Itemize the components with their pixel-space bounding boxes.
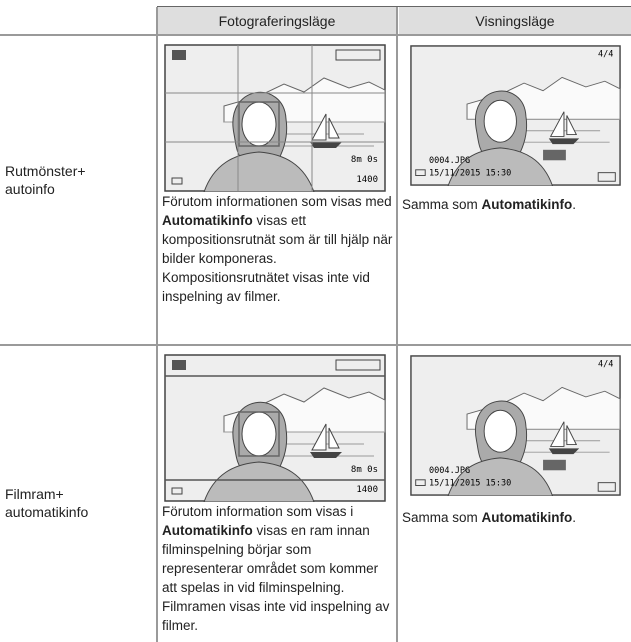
text: visas en ram innan filminspelning börjar… <box>162 523 379 595</box>
column-rule <box>396 7 398 642</box>
bold-text: Automatikinfo <box>481 197 573 212</box>
text: Samma som <box>402 197 482 212</box>
text: Filmramen visas inte vid inspelning av f… <box>162 599 390 633</box>
file-name: 0004.JPG <box>429 466 470 476</box>
column-rule <box>156 7 158 642</box>
row-rule <box>0 34 631 36</box>
ok-icon <box>543 149 566 161</box>
camera-screen: 4/4 0004.JPG 15/11/2015 15:30 <box>410 45 621 186</box>
camera-screen: 8m 0s 1400 <box>164 44 386 192</box>
text: . <box>572 197 577 212</box>
paragraph: Filmramen visas inte vid inspelning av f… <box>162 597 394 635</box>
date-time: 15/11/2015 15:30 <box>429 479 511 489</box>
size-icon <box>597 172 616 182</box>
boat <box>310 452 342 458</box>
sail <box>549 421 578 447</box>
bold-text: Automatikinfo <box>162 523 253 538</box>
paragraph: Samma som Automatikinfo. <box>402 195 628 214</box>
boat <box>548 138 580 145</box>
date-time: 15/11/2015 15:30 <box>429 169 511 179</box>
battery-icon <box>415 169 426 176</box>
row-label: Filmram+ automatikinfo <box>5 486 89 520</box>
image-counter: 4/4 <box>598 49 613 59</box>
mode-icon <box>172 360 186 370</box>
remaining-time: 8m 0s <box>351 155 378 165</box>
text: . <box>572 510 577 525</box>
bold-text: Automatikinfo <box>481 510 573 525</box>
face <box>241 101 277 147</box>
file-name: 0004.JPG <box>429 156 470 166</box>
cell-text: Förutom information som visas i Automati… <box>162 502 394 635</box>
face <box>483 409 517 453</box>
focus-area <box>238 101 280 147</box>
row-rule <box>0 344 631 346</box>
text: Förutom informationen som visas med <box>162 194 392 209</box>
paragraph: Förutom informationen som visas med Auto… <box>162 192 394 306</box>
top-rule <box>157 6 631 7</box>
ok-icon <box>543 459 566 471</box>
cell-text: Samma som Automatikinfo. <box>402 195 628 214</box>
body <box>447 457 554 496</box>
camera-screen: 8m 0s 1400 <box>164 354 386 502</box>
battery-icon <box>171 177 183 185</box>
cell-text: Förutom informationen som visas med Auto… <box>162 192 394 306</box>
paragraph: Samma som Automatikinfo. <box>402 508 628 527</box>
battery-icon <box>415 479 426 486</box>
focus-area <box>238 411 280 457</box>
cell-text: Samma som Automatikinfo. <box>402 508 628 527</box>
status-icons <box>335 359 381 371</box>
bold-text: Automatikinfo <box>162 213 253 228</box>
sail <box>311 113 340 141</box>
size-icon <box>597 482 616 492</box>
text: visas ett kompositionsrutnät som är till… <box>162 213 393 304</box>
status-icons <box>335 49 381 61</box>
text: Samma som <box>402 510 482 525</box>
body <box>447 147 554 186</box>
boat <box>310 142 342 148</box>
remaining-time: 8m 0s <box>351 465 378 475</box>
row-label: Rutmönster+ autoinfo <box>5 163 86 197</box>
paragraph: Förutom information som visas i Automati… <box>162 502 394 597</box>
face <box>241 411 277 457</box>
sail <box>549 111 578 137</box>
battery-icon <box>171 487 183 495</box>
body <box>203 151 315 192</box>
exposures-remaining: 1400 <box>356 175 378 185</box>
camera-screen: 4/4 0004.JPG 15/11/2015 15:30 <box>410 355 621 496</box>
text: Förutom information som visas i <box>162 504 354 519</box>
column-header: Visningsläge <box>399 7 631 35</box>
image-counter: 4/4 <box>598 359 613 369</box>
boat <box>548 448 580 455</box>
exposures-remaining: 1400 <box>356 485 378 495</box>
face <box>483 99 517 143</box>
column-header: Fotograferingsläge <box>158 7 396 35</box>
mode-icon <box>172 50 186 60</box>
sail <box>311 423 340 451</box>
